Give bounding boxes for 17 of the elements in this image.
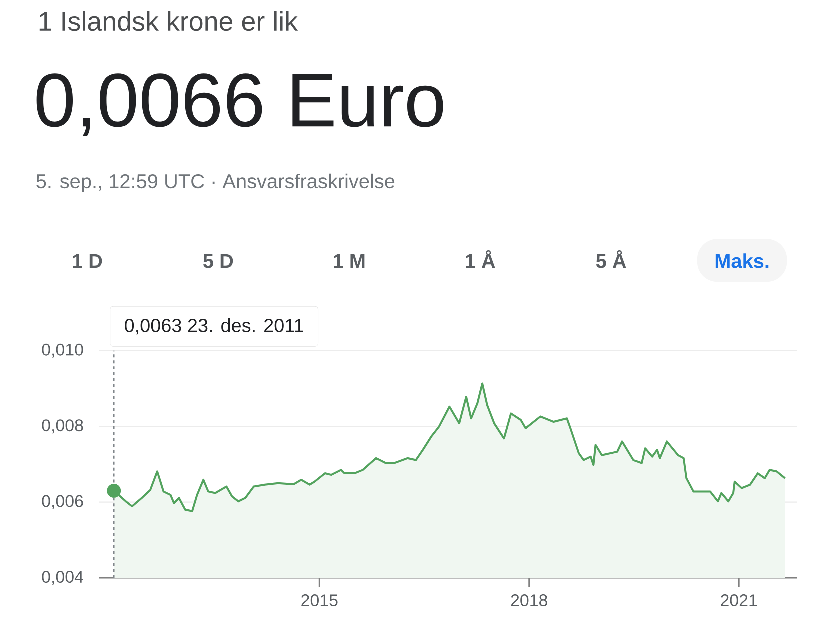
- chart-subtitle: 0,0066 Euro: [36, 74, 444, 136]
- text: 0,0063 23. des. 2011: [125, 318, 304, 335]
- x-tick-label: 2018: [511, 594, 548, 607]
- y-tick-label: 0,010: [42, 344, 84, 358]
- text: 1 D: [73, 254, 102, 268]
- y-tick-label: 0,008: [42, 420, 84, 434]
- text: 5 Å: [596, 250, 626, 268]
- text: 1 Å: [466, 250, 496, 268]
- y-tick-label: 0,006: [42, 495, 84, 510]
- text: 5. sep., 12:59 UTC · Ansvarsfraskrivelse: [36, 174, 395, 193]
- x-tick-label: 2015: [302, 594, 338, 607]
- y-tick-label: 0,004: [42, 571, 84, 586]
- text: 1 M: [334, 254, 365, 268]
- x-tick-label: 2021: [721, 594, 758, 607]
- text: Maks.: [716, 254, 769, 268]
- text: 5 D: [204, 254, 234, 268]
- chart-title: 1 Islandsk krone er lik: [40, 11, 298, 32]
